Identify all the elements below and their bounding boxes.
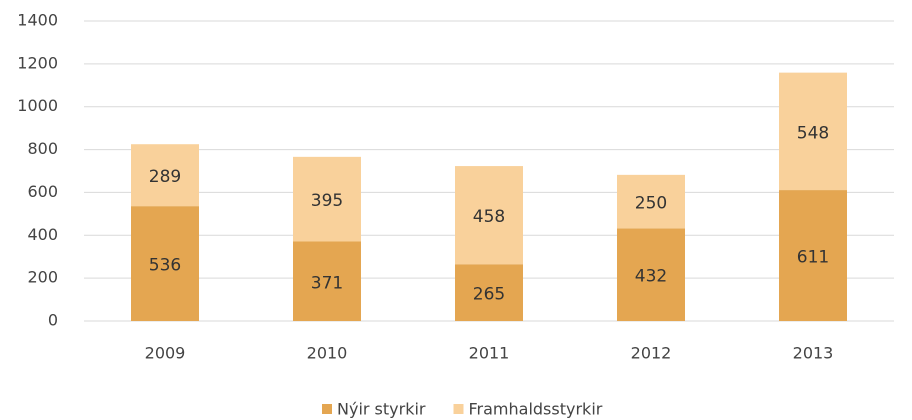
y-tick-label: 800	[27, 139, 58, 158]
bar-segment	[455, 166, 523, 265]
x-tick-label: 2009	[145, 344, 186, 363]
legend-label: Nýir styrkir	[337, 400, 426, 419]
y-tick-label: 1000	[17, 96, 58, 115]
legend-label: Framhaldsstyrkir	[469, 400, 603, 419]
y-tick-label: 400	[27, 225, 58, 244]
bar-segment	[779, 190, 847, 321]
data-label: 432	[635, 267, 667, 287]
data-label: 548	[797, 123, 829, 143]
bar-segment	[455, 264, 523, 321]
x-tick-label: 2012	[631, 344, 672, 363]
y-tick-label: 200	[27, 268, 58, 287]
y-tick-label: 600	[27, 182, 58, 201]
bar-segment	[131, 144, 199, 207]
x-tick-label: 2010	[307, 344, 348, 363]
data-label: 536	[149, 256, 181, 276]
data-label: 458	[473, 207, 505, 227]
data-label: 395	[311, 191, 343, 211]
data-label: 289	[149, 167, 181, 187]
bar-segment	[131, 206, 199, 321]
bar-segment	[293, 156, 361, 242]
y-tick-label: 1200	[17, 53, 58, 72]
data-label: 611	[797, 248, 829, 268]
data-label: 371	[311, 273, 343, 293]
bar-segment	[293, 241, 361, 321]
data-label: 250	[635, 194, 667, 214]
y-tick-label: 1400	[17, 11, 58, 30]
legend-swatch	[453, 404, 464, 414]
bar-segment	[617, 228, 685, 321]
y-tick-label: 0	[48, 311, 58, 330]
bar-segment	[779, 72, 847, 191]
data-label: 265	[473, 285, 505, 305]
x-tick-label: 2011	[469, 344, 510, 363]
legend-swatch	[322, 404, 332, 414]
bar-segment	[617, 174, 685, 229]
x-tick-label: 2013	[793, 344, 834, 363]
